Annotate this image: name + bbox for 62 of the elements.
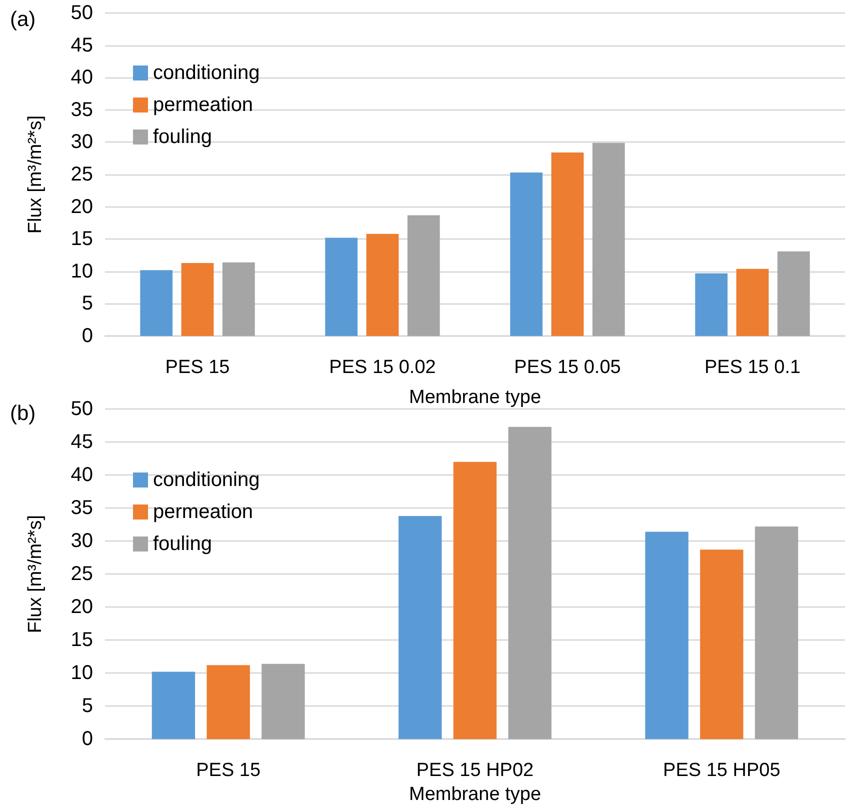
y-tick-label: 50	[70, 2, 93, 24]
y-tick-label: 45	[70, 431, 93, 454]
legend-label: permeation	[153, 94, 254, 116]
text: (a)	[10, 8, 36, 31]
x-axis-title: Membrane type	[408, 784, 542, 805]
y-tick-label: 35	[70, 497, 93, 520]
bar	[398, 516, 442, 740]
legend-label: conditioning	[153, 469, 260, 491]
x-tick-label: PES 15 0.05	[514, 357, 621, 378]
y-tick-label: 45	[70, 34, 93, 56]
y-tick-label: 10	[70, 260, 93, 282]
legend-label: conditioning	[153, 62, 260, 84]
legend-label: fouling	[153, 533, 212, 555]
x-tick-label: PES 15 HP05	[663, 760, 780, 782]
y-tick-label: 40	[70, 464, 93, 486]
text: (b)	[10, 402, 36, 425]
bar	[551, 152, 584, 336]
y-tick-label: 5	[82, 695, 93, 718]
y-tick-label: 35	[70, 98, 93, 121]
bar	[508, 426, 552, 740]
bar	[736, 268, 769, 336]
y-tick-label: 30	[70, 530, 93, 552]
x-tick-label: PES 15 0.1	[704, 357, 801, 378]
bar	[777, 251, 810, 336]
bar	[700, 550, 744, 740]
y-tick-label: 20	[70, 596, 93, 618]
y-axis-title: Flux [m³/m²*s]	[25, 514, 46, 634]
y-axis-title: Flux [m³/m²*s]	[25, 115, 46, 234]
bar	[645, 532, 688, 740]
x-tick-label: PES 15	[165, 357, 230, 378]
bar	[510, 172, 543, 336]
y-tick-label: 30	[70, 131, 93, 154]
bar	[222, 262, 255, 336]
y-tick-label: 15	[70, 629, 93, 652]
y-tick-label: 15	[70, 228, 93, 250]
bar	[453, 462, 497, 740]
x-tick-label: PES 15	[196, 760, 261, 782]
legend-label: permeation	[153, 501, 254, 523]
y-tick-label: 25	[70, 164, 93, 186]
y-tick-label: 20	[70, 196, 93, 218]
y-tick-label: 0	[82, 325, 93, 347]
bar	[181, 263, 214, 336]
y-tick-label: 10	[70, 662, 93, 684]
y-tick-label: 0	[82, 728, 93, 750]
x-tick-label: PES 15 HP02	[416, 760, 534, 782]
y-tick-label: 50	[70, 398, 93, 420]
bar	[407, 215, 440, 336]
bar	[592, 142, 625, 336]
x-axis-title: Membrane type	[408, 387, 542, 408]
bar	[695, 273, 728, 336]
legend-label: fouling	[153, 126, 212, 148]
bar	[366, 234, 399, 336]
bar	[140, 270, 173, 336]
x-tick-label: PES 15 0.02	[329, 357, 436, 378]
y-tick-label: 40	[70, 66, 93, 89]
bar	[754, 526, 798, 740]
y-tick-label: 5	[82, 292, 93, 315]
y-tick-label: 25	[70, 563, 93, 586]
bar	[262, 664, 305, 740]
bar	[325, 238, 358, 336]
bar	[206, 665, 250, 740]
bar	[152, 672, 196, 740]
